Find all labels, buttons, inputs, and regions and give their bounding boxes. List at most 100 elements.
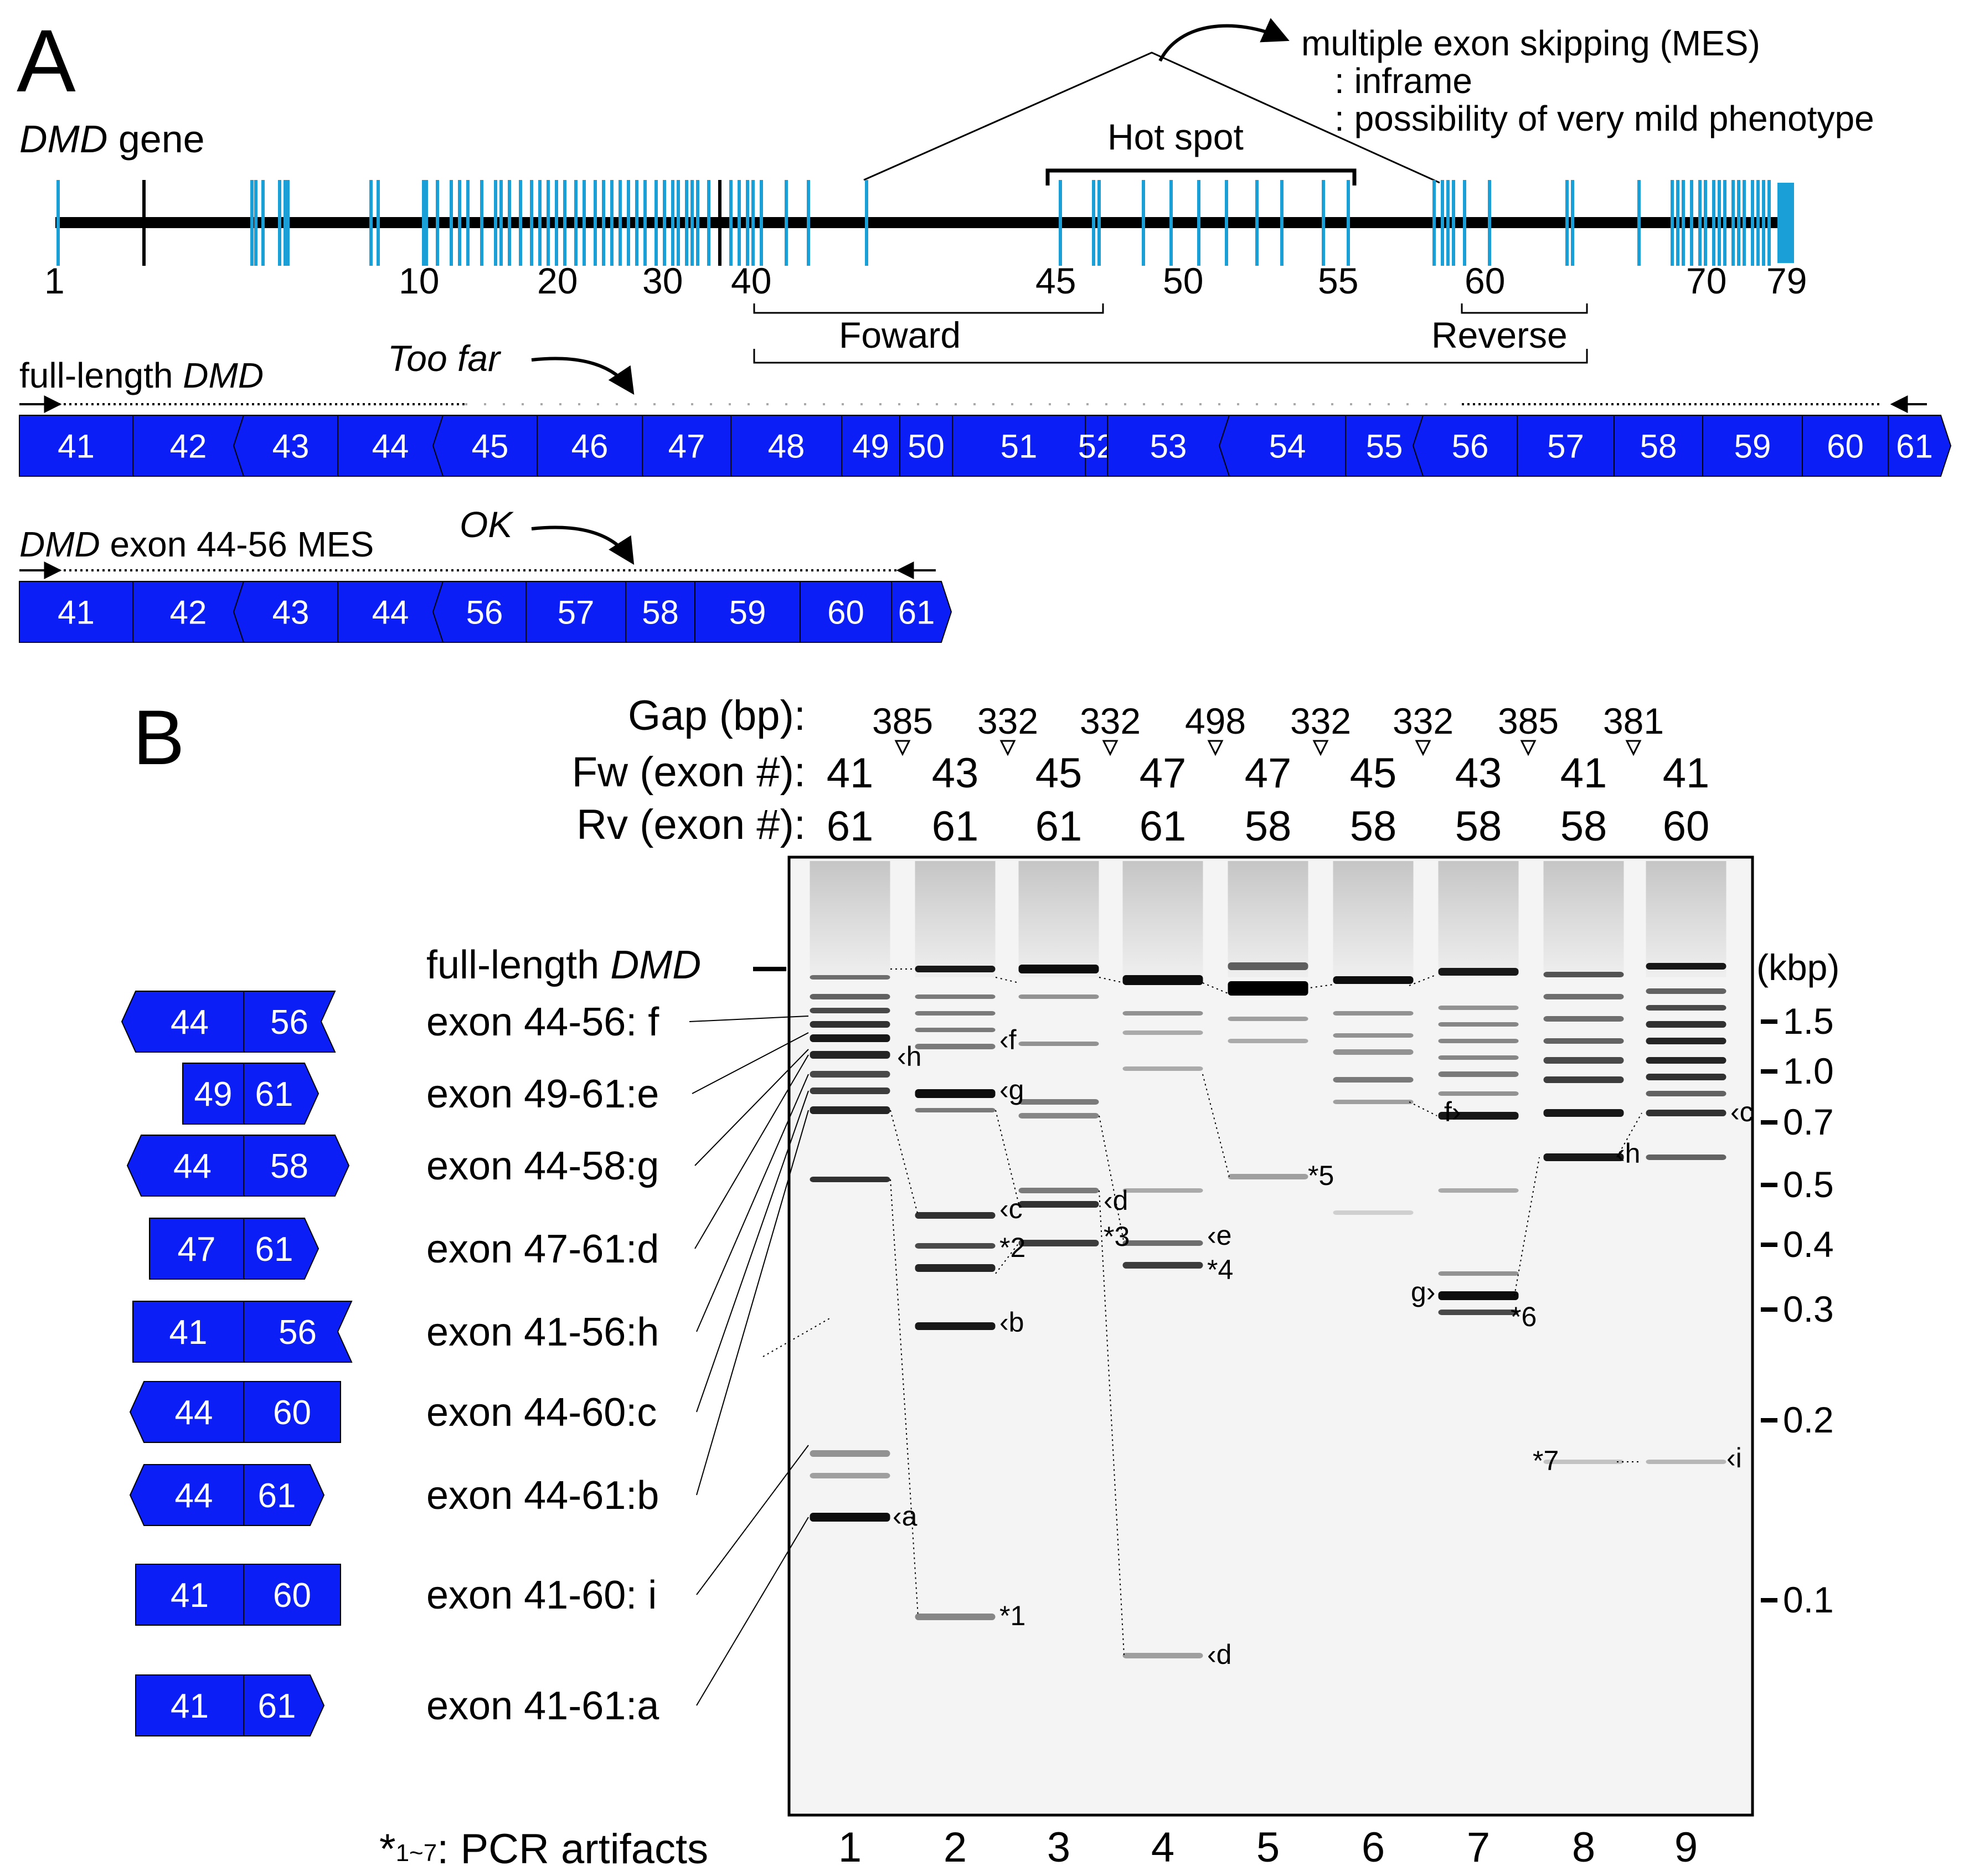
band [1646,988,1726,994]
exon-number-53: 53 [1150,428,1187,465]
gene-exon-line [1463,180,1466,266]
product-right-exon: 60 [273,1576,311,1615]
gene-exon-line [278,180,281,266]
lane-number: 5 [1256,1824,1280,1871]
gap-value: 332 [1393,700,1454,741]
exon-number-43: 43 [272,594,310,631]
exon-box-43 [233,581,338,643]
gene-exon-line [1690,180,1693,266]
exon-box-56 [432,581,527,643]
gene-exon-line [760,180,763,266]
exon-number-45: 45 [472,428,509,465]
band [915,1264,996,1272]
product-label: exon 47-61:d [426,1227,659,1271]
product-right-exon: 61 [255,1075,293,1114]
band-mark: *6 [1511,1301,1537,1332]
band-mark: f› [1444,1096,1461,1127]
band [1543,1057,1624,1064]
exon-number-41: 41 [58,594,95,631]
product-right-exon: 56 [270,1003,308,1042]
band-mark: *1 [999,1600,1025,1631]
exon-number-44: 44 [372,428,409,465]
band [810,1473,890,1478]
band-mark: *7 [1533,1445,1559,1476]
gene-exon-line [1432,180,1436,266]
ladder-label: 0.4 [1783,1224,1834,1265]
band [1438,1039,1519,1043]
gene-exon-line [1441,180,1444,266]
gene-exon-line [635,180,638,266]
rv-exon: 61 [1035,803,1083,850]
gene-exon-line [1571,180,1574,266]
gap-arrowhead [1625,740,1642,756]
lane-number: 8 [1572,1824,1595,1871]
gap-value: 332 [977,700,1038,741]
ladder-label: 1.5 [1783,1001,1834,1042]
exon-number-59: 59 [1734,428,1771,465]
band [810,1021,890,1028]
gel-frame [787,855,1754,1817]
forward-exons: 41 43 45 47 47 45 43 41 41 [827,750,1710,797]
product-schematic [135,1564,341,1626]
band [1646,963,1726,970]
product-schematic [121,991,336,1053]
label-leader [694,1054,809,1249]
band-guide [1099,1115,1125,1244]
band [1438,1188,1519,1193]
mes-callout-line2: : inframe [1334,61,1472,101]
ladder-label: 0.7 [1783,1101,1834,1142]
exon-number-59: 59 [729,594,766,631]
label-leader [696,1445,809,1595]
band [1018,1240,1099,1246]
gene-exon-line [1762,180,1765,266]
product-left-exon: 44 [173,1147,212,1186]
band [915,994,996,999]
exon-number-42: 42 [170,428,207,465]
gene-exon-line [574,180,578,266]
lane-smear [1646,861,1726,977]
gene-exon-line [619,180,622,266]
gene-exon-line [1751,180,1754,266]
band [1122,1240,1203,1246]
mes-callout-line3: : possibility of very mild phenotype [1334,99,1874,138]
exon-number-57: 57 [558,594,595,631]
product-label: exon 41-56:h [426,1310,659,1354]
product-label: exon 44-56: f [426,1000,659,1044]
product-right-exon: 58 [270,1147,308,1186]
exon-box-61 [891,581,952,643]
band [915,1212,996,1219]
ladder-label: 0.2 [1783,1399,1834,1440]
exon-box-54 [1218,415,1346,477]
band [1438,1022,1519,1027]
band-guide [1616,1112,1642,1158]
gene-exon-line [746,180,749,266]
band-mark: *2 [999,1232,1025,1263]
gene-exon-line [1097,180,1101,266]
gene-exon-line [602,180,605,266]
exon-tick-50: 50 [1163,260,1203,301]
band [1543,1038,1624,1044]
product-left-exon: 41 [171,1576,209,1615]
rv-label: Rv (exon #): [576,801,806,848]
gap-value: 332 [1080,700,1141,741]
band [1438,1091,1519,1096]
amplicon-bracket [753,349,1588,364]
product-label: exon 44-61:b [426,1473,659,1518]
band [1438,1112,1519,1120]
lane-number: 2 [944,1824,967,1871]
exon-number-41: 41 [58,428,95,465]
band [1333,976,1414,984]
band [1228,1174,1308,1179]
product-right-exon: 61 [258,1687,296,1725]
gene-exon-line [286,180,290,266]
gene-exon-line [785,180,788,266]
gene-exon-line [643,180,647,266]
gene-exon-line [738,180,741,266]
band [1438,1055,1519,1060]
band [1333,1033,1414,1038]
exon-box-61 [1888,415,1952,477]
lane-smear [915,861,996,977]
dmd-gene-map [55,180,1794,266]
gene-exon-line [508,180,511,266]
band-guide [995,1243,1019,1274]
